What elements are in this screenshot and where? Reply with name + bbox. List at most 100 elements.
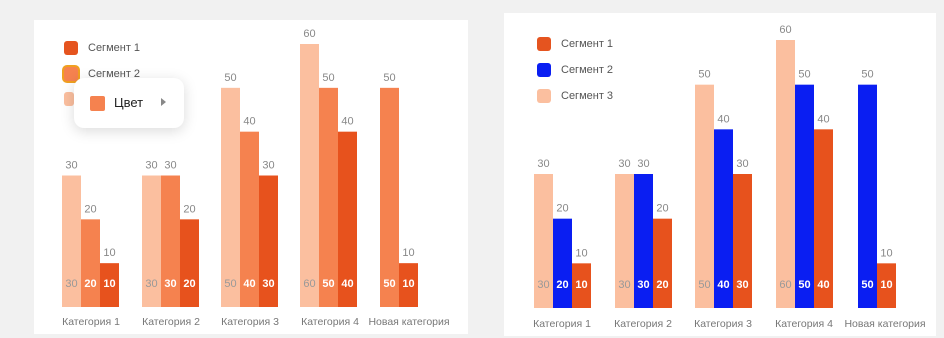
bar-0-4-2[interactable] xyxy=(399,263,418,307)
bar-1-3-1[interactable] xyxy=(795,84,814,309)
bar-top-label: 40 xyxy=(717,113,729,125)
bar-1-1-0[interactable] xyxy=(615,174,634,308)
bar-inside-label: 50 xyxy=(224,278,236,290)
category-tick-label: Категория 2 xyxy=(614,318,672,330)
chart-panel-left: 30 30 20 20 10 10 Категория 1 30 30 30 30 20 20 Катег… xyxy=(34,20,468,334)
bar-0-0-1[interactable] xyxy=(81,219,100,307)
bar-inside-label: 50 xyxy=(698,279,710,291)
bar-inside-label: 10 xyxy=(575,279,587,291)
bar-0-1-2[interactable] xyxy=(180,219,199,307)
bar-top-label: 10 xyxy=(575,247,587,259)
bar-inside-label: 30 xyxy=(637,279,649,291)
bar-0-0-0[interactable] xyxy=(62,175,81,308)
bar-1-0-2[interactable] xyxy=(572,263,591,308)
legend-swatch[interactable] xyxy=(64,41,78,55)
bar-1-4-1[interactable] xyxy=(858,84,877,309)
bar-inside-label: 30 xyxy=(65,278,77,290)
legend-label: Сегмент 2 xyxy=(88,68,141,80)
bar-0-1-1[interactable] xyxy=(161,175,180,308)
bar-inside-label: 40 xyxy=(817,279,829,291)
bar-inside-label: 20 xyxy=(556,279,568,291)
popup-color-swatch xyxy=(90,96,105,111)
bar-top-label: 20 xyxy=(183,203,195,215)
bar-0-2-1[interactable] xyxy=(240,131,259,307)
legend-swatch[interactable] xyxy=(537,37,551,51)
bar-inside-label: 30 xyxy=(262,278,274,290)
bar-top-label: 50 xyxy=(224,72,236,84)
bar-0-3-1[interactable] xyxy=(319,87,338,307)
bar-top-label: 20 xyxy=(84,203,96,215)
bar-top-label: 10 xyxy=(103,247,115,259)
bar-inside-label: 10 xyxy=(103,278,115,290)
bar-0-2-2[interactable] xyxy=(259,175,278,308)
legend-swatch[interactable] xyxy=(537,63,551,77)
bar-top-label: 50 xyxy=(698,69,710,81)
bar-top-label: 30 xyxy=(65,160,77,172)
bar-top-label: 40 xyxy=(817,113,829,125)
bar-chart-right: 30 30 20 20 10 10 Категория 1 30 30 30 30 20 20 Катег… xyxy=(533,24,925,330)
bar-top-label: 50 xyxy=(861,69,873,81)
bar-top-label: 30 xyxy=(637,158,649,170)
category-tick-label: Категория 4 xyxy=(775,318,833,330)
chevron-right-icon[interactable] xyxy=(161,98,166,106)
bar-inside-label: 20 xyxy=(656,279,668,291)
legend-swatch[interactable] xyxy=(537,89,551,103)
bar-top-label: 30 xyxy=(618,158,630,170)
bar-top-label: 60 xyxy=(779,24,791,36)
bar-inside-label: 10 xyxy=(880,279,892,291)
category-tick-label: Категория 1 xyxy=(533,318,591,330)
bar-1-2-0[interactable] xyxy=(695,84,714,309)
bar-top-label: 50 xyxy=(322,72,334,84)
bar-top-label: 20 xyxy=(656,203,668,215)
bar-inside-label: 50 xyxy=(798,279,810,291)
bar-0-0-2[interactable] xyxy=(100,263,119,307)
bar-top-label: 30 xyxy=(145,160,157,172)
bar-0-3-2[interactable] xyxy=(338,131,357,307)
bar-top-label: 10 xyxy=(402,247,414,259)
bar-top-label: 50 xyxy=(798,69,810,81)
bar-inside-label: 60 xyxy=(779,279,791,291)
legend-label: Сегмент 3 xyxy=(561,90,614,102)
category-tick-label: Новая категория xyxy=(844,318,925,330)
bar-inside-label: 10 xyxy=(402,278,414,290)
bar-top-label: 40 xyxy=(341,116,353,128)
category-tick-label: Категория 4 xyxy=(301,316,359,328)
category-tick-label: Категория 3 xyxy=(694,318,752,330)
bar-top-label: 60 xyxy=(303,28,315,40)
bar-inside-label: 60 xyxy=(303,278,315,290)
bar-1-3-2[interactable] xyxy=(814,129,833,308)
category-tick-label: Категория 2 xyxy=(142,316,200,328)
bar-inside-label: 20 xyxy=(84,278,96,290)
legend-label: Сегмент 1 xyxy=(88,42,141,54)
legend-swatch[interactable] xyxy=(64,67,78,81)
bar-inside-label: 20 xyxy=(183,278,195,290)
category-tick-label: Категория 3 xyxy=(221,316,279,328)
bar-1-2-2[interactable] xyxy=(733,174,752,308)
bar-top-label: 30 xyxy=(262,160,274,172)
bar-0-2-0[interactable] xyxy=(221,87,240,307)
chart-panel-right: 30 30 20 20 10 10 Категория 1 30 30 30 30 20 20 Катег… xyxy=(504,13,936,336)
bar-1-3-0[interactable] xyxy=(776,40,795,308)
bar-0-1-0[interactable] xyxy=(142,175,161,308)
bar-top-label: 30 xyxy=(736,158,748,170)
bar-1-0-0[interactable] xyxy=(534,174,553,308)
bar-1-1-1[interactable] xyxy=(634,174,653,308)
bar-inside-label: 30 xyxy=(537,279,549,291)
bar-inside-label: 30 xyxy=(164,278,176,290)
bar-1-2-1[interactable] xyxy=(714,129,733,308)
bar-inside-label: 40 xyxy=(717,279,729,291)
bar-0-4-1[interactable] xyxy=(380,87,399,307)
bar-inside-label: 30 xyxy=(145,278,157,290)
legend-label: Сегмент 2 xyxy=(561,64,614,76)
bar-top-label: 20 xyxy=(556,203,568,215)
legend-label: Сегмент 1 xyxy=(561,38,614,50)
color-popup[interactable]: Цвет xyxy=(74,78,184,128)
bar-inside-label: 50 xyxy=(861,279,873,291)
popup-label[interactable]: Цвет xyxy=(114,95,144,110)
bar-0-3-0[interactable] xyxy=(300,44,319,307)
bar-1-1-2[interactable] xyxy=(653,218,672,308)
bar-inside-label: 40 xyxy=(341,278,353,290)
bar-inside-label: 30 xyxy=(618,279,630,291)
bar-1-4-2[interactable] xyxy=(877,263,896,308)
bar-1-0-1[interactable] xyxy=(553,218,572,308)
